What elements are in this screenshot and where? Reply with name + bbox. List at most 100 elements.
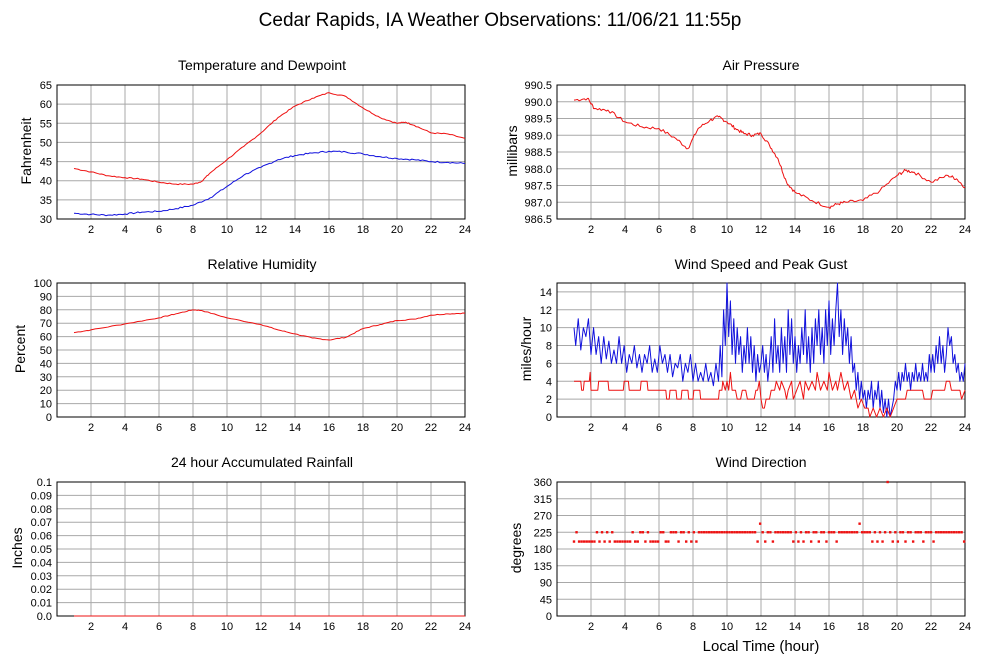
direction-point [843, 531, 846, 534]
direction-y-tick-label: 0 [546, 611, 552, 623]
pressure-title: Air Pressure [722, 57, 799, 73]
direction-point [646, 531, 650, 534]
direction-point [769, 531, 772, 534]
direction-point [585, 540, 588, 543]
direction-point [855, 531, 859, 534]
wind-x-tick-label: 22 [925, 422, 937, 434]
wind-y-tick-label: 4 [546, 376, 552, 388]
direction-point [636, 540, 639, 543]
wind-series-line-red [574, 371, 966, 418]
direction-point [679, 531, 683, 534]
rain-x-tick-label: 18 [357, 621, 369, 633]
direction-x-tick-label: 18 [857, 621, 869, 633]
rain-y-tick-label: 0.0 [37, 611, 52, 623]
direction-point [766, 531, 769, 534]
temp-x-tick-label: 12 [255, 224, 267, 236]
wind-y-tick-label: 2 [546, 394, 552, 406]
direction-point [746, 531, 749, 534]
direction-x-tick-label: 6 [656, 621, 662, 633]
temp-x-tick-label: 8 [190, 224, 196, 236]
direction-y-tick-label: 315 [534, 494, 552, 506]
direction-point [835, 540, 838, 543]
temp-x-tick-label: 22 [425, 224, 437, 236]
direction-point [899, 531, 902, 534]
direction-point [572, 540, 576, 543]
humidity-y-tick-label: 20 [40, 385, 52, 397]
direction-point [613, 540, 616, 543]
direction-point [799, 531, 803, 534]
direction-point [779, 531, 782, 534]
direction-y-tick-label: 180 [534, 544, 552, 556]
direction-point [730, 531, 734, 534]
wind-x-tick-label: 18 [857, 422, 869, 434]
direction-point [896, 540, 900, 543]
direction-point [914, 531, 917, 534]
direction-point [850, 531, 854, 534]
pressure-series-line-red [573, 97, 966, 209]
panel-temperature: Temperature and Dewpoint Fahrenheit [18, 57, 346, 184]
pressure-x-tick-label: 8 [690, 224, 696, 236]
direction-point [960, 531, 963, 534]
direction-point [672, 531, 675, 534]
direction-point [692, 531, 696, 534]
pressure-plot: 2 4 6 8 10 12 14 16 18 20 22 24986.5987.0987.5988.0… [524, 80, 971, 236]
direction-point [878, 531, 882, 534]
temp-x-tick-label: 10 [221, 224, 233, 236]
x-axis-label: Local Time (hour) [703, 638, 820, 655]
direction-point [955, 531, 958, 534]
direction-point [618, 540, 622, 543]
wind-x-tick-label: 6 [656, 422, 662, 434]
direction-point [715, 531, 718, 534]
pressure-y-tick-label: 988.5 [524, 147, 552, 159]
rain-x-tick-label: 12 [255, 621, 267, 633]
wind-x-tick-label: 8 [690, 422, 696, 434]
direction-point [690, 540, 693, 543]
humidity-x-tick-label: 16 [323, 422, 335, 434]
humidity-x-tick-label: 10 [221, 422, 233, 434]
direction-point [792, 540, 795, 543]
rain-x-tick-label: 6 [156, 621, 162, 633]
direction-y-tick-label: 45 [540, 594, 552, 606]
direction-x-tick-label: 2 [588, 621, 594, 633]
wind-x-tick-label: 16 [823, 422, 835, 434]
temperature-ylabel: Fahrenheit [18, 117, 34, 184]
wind-x-tick-label: 10 [721, 422, 733, 434]
humidity-x-tick-label: 6 [156, 422, 162, 434]
humidity-y-tick-label: 70 [40, 318, 52, 330]
wind-y-tick-label: 0 [546, 412, 552, 424]
direction-point [725, 531, 729, 534]
direction-point [659, 531, 662, 534]
temp-x-tick-label: 24 [459, 224, 471, 236]
direction-point [621, 540, 624, 543]
direction-point [942, 531, 945, 534]
humidity-y-tick-label: 40 [40, 358, 52, 370]
direction-point [830, 531, 833, 534]
direction-point [809, 540, 813, 543]
temp-x-tick-label: 18 [357, 224, 369, 236]
pressure-y-tick-label: 988.0 [524, 164, 552, 176]
direction-point [932, 540, 935, 543]
direction-point [934, 531, 938, 534]
direction-point [639, 531, 642, 534]
temp-y-tick-label: 50 [40, 137, 52, 149]
direction-point [758, 522, 762, 525]
wind-y-tick-label: 8 [546, 341, 552, 353]
temp-y-tick-label: 60 [40, 99, 52, 111]
direction-point [588, 540, 591, 543]
wind-y-tick-label: 6 [546, 358, 552, 370]
panel-wind-speed: Wind Speed and Peak Gust miles/hour [518, 256, 847, 381]
direction-point [807, 531, 810, 534]
direction-point [901, 531, 905, 534]
direction-point [909, 531, 912, 534]
direction-point [705, 531, 708, 534]
temp-y-tick-label: 35 [40, 195, 52, 207]
direction-point [723, 531, 726, 534]
direction-point [707, 531, 711, 534]
pressure-plot-border [556, 84, 966, 220]
direction-point [820, 531, 823, 534]
direction-point [822, 531, 826, 534]
direction-point [697, 531, 701, 534]
pressure-ylabel: millibars [504, 125, 520, 176]
direction-y-tick-label: 225 [534, 527, 552, 539]
